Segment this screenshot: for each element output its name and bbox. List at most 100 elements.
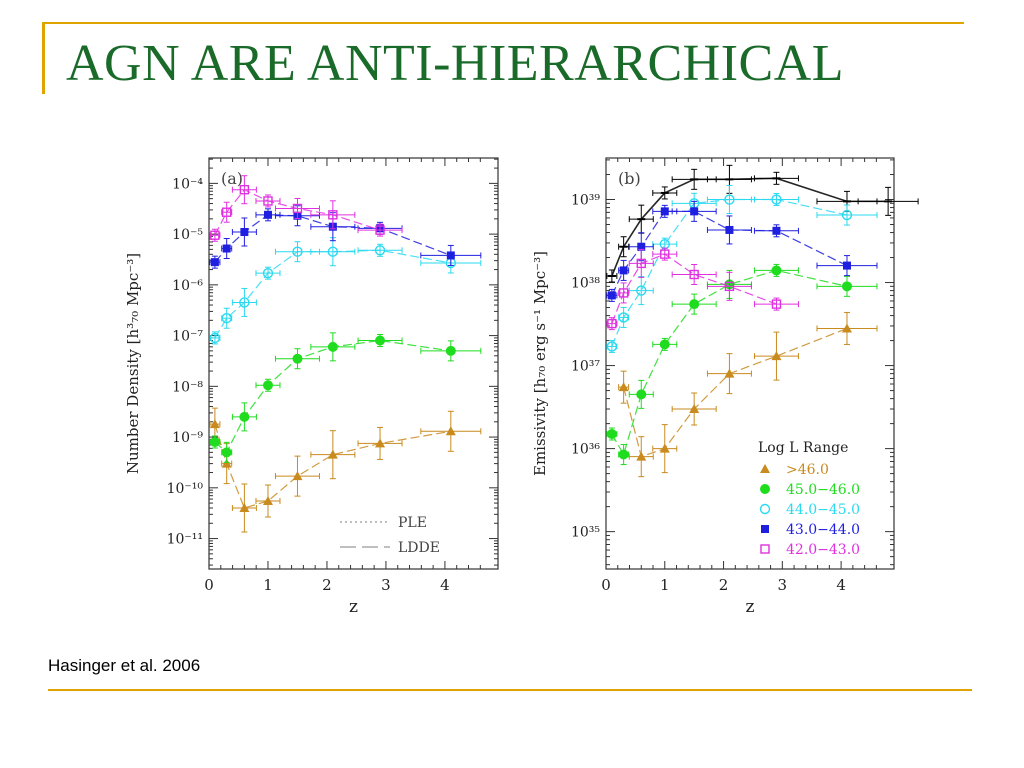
series-44-0-45-0 [209,237,482,345]
plot-frame-b [605,157,895,570]
series-42-0-43-0 [606,247,799,331]
x-axis-label: z [746,597,755,617]
x-tick-label: 0 [204,576,214,594]
data-point [619,266,628,275]
data-point [239,185,250,195]
plot-frame-a [208,157,499,570]
series-44-0-45-0 [606,185,878,353]
data-point [689,403,700,413]
data-point [841,323,852,333]
legend-label: 42.0−43.0 [786,542,860,558]
data-point [659,339,670,350]
y-tick-label: 10³⁸ [571,276,600,292]
panel-a-number-density: 0 1 2 3 4 z 10⁻⁴ 10⁻⁵ 10⁻⁶ 10⁻⁷ 10⁻⁸ 10⁻⁹ 10⁻¹⁰ 10⁻¹¹… [124,157,499,617]
data-point [618,288,629,298]
legend-marker [760,484,770,494]
x-tick-label: 2 [719,576,729,594]
data-point [607,318,617,329]
x-tick-label: 4 [440,576,450,594]
data-point [292,246,303,257]
top-accent-line [42,22,964,24]
series-line [623,327,848,458]
data-point [263,196,273,206]
data-point [375,438,386,448]
legend-title: Log L Range [758,440,848,456]
data-point [636,451,647,461]
y-tick-label: 10⁻⁴ [172,176,203,192]
model-legend-label: LDDE [398,540,440,556]
data-point [772,226,781,235]
y-axis-label: Number Density [h³₇₀ Mpc⁻³] [124,253,142,474]
data-point [724,368,735,378]
y-tick-label: 10⁻⁸ [172,379,203,395]
data-point [660,249,670,259]
data-point [210,230,220,240]
data-point [771,194,782,205]
data-point [618,312,629,323]
data-point [618,449,629,460]
y-axis-label: Emissivity [h₇₀ erg s⁻¹ Mpc⁻³] [531,251,549,476]
data-point [724,194,735,205]
x-tick-label: 0 [601,576,611,594]
y-tick-label: 10³⁵ [571,525,600,541]
data-point [327,246,339,257]
left-accent-line [42,22,45,94]
data-point [618,382,629,392]
data-point [221,313,232,324]
data-point [724,281,735,292]
data-point [660,207,669,216]
y-tick-label: 10⁻⁹ [172,430,203,446]
x-tick-label: 1 [263,576,273,594]
data-point [445,426,456,436]
y-tick-label: 10⁻⁶ [172,278,203,294]
data-point [263,210,272,219]
data-point [292,471,303,481]
data-point [636,285,647,296]
data-point [607,291,616,300]
legend-marker [759,503,771,515]
legend-marker [761,525,769,533]
x-tick-label: 4 [836,576,846,594]
series-46-0 [209,407,482,533]
data-point [771,351,782,361]
panel-label: (a) [221,169,243,188]
data-point [636,389,647,400]
data-point [771,299,782,309]
legend-label: 45.0−46.0 [786,482,860,498]
data-point [292,203,303,214]
data-point [689,299,700,310]
data-point [606,341,618,352]
y-tick-label: 10⁻¹¹ [167,532,203,548]
data-point [445,345,456,356]
data-point [262,267,274,279]
data-point [221,458,232,468]
data-point [327,449,338,459]
data-point [689,269,699,280]
y-tick-label: 10⁻¹⁰ [167,481,204,497]
data-point [239,503,250,513]
data-point [210,258,219,267]
data-point [375,225,385,235]
series-42-0-43-0 [209,175,403,242]
y-tick-label: 10³⁹ [571,193,600,209]
legend-marker [760,464,770,473]
data-point [606,428,617,439]
series-45-0-46-0 [606,263,878,465]
data-point [446,251,455,260]
series-line [214,423,451,509]
data-point [841,281,852,292]
legend-label: >46.0 [786,462,829,478]
x-tick-label: 3 [381,576,391,594]
data-point [375,335,386,346]
data-point [690,207,699,216]
y-tick-label: 10³⁶ [571,442,600,458]
x-tick-label: 2 [322,576,332,594]
data-point [771,265,782,276]
data-point [659,443,670,453]
data-point [637,242,646,251]
x-tick-label: 1 [660,576,670,594]
data-point [209,436,220,447]
citation: Hasinger et al. 2006 [48,656,201,675]
panel-label: (b) [618,169,641,188]
